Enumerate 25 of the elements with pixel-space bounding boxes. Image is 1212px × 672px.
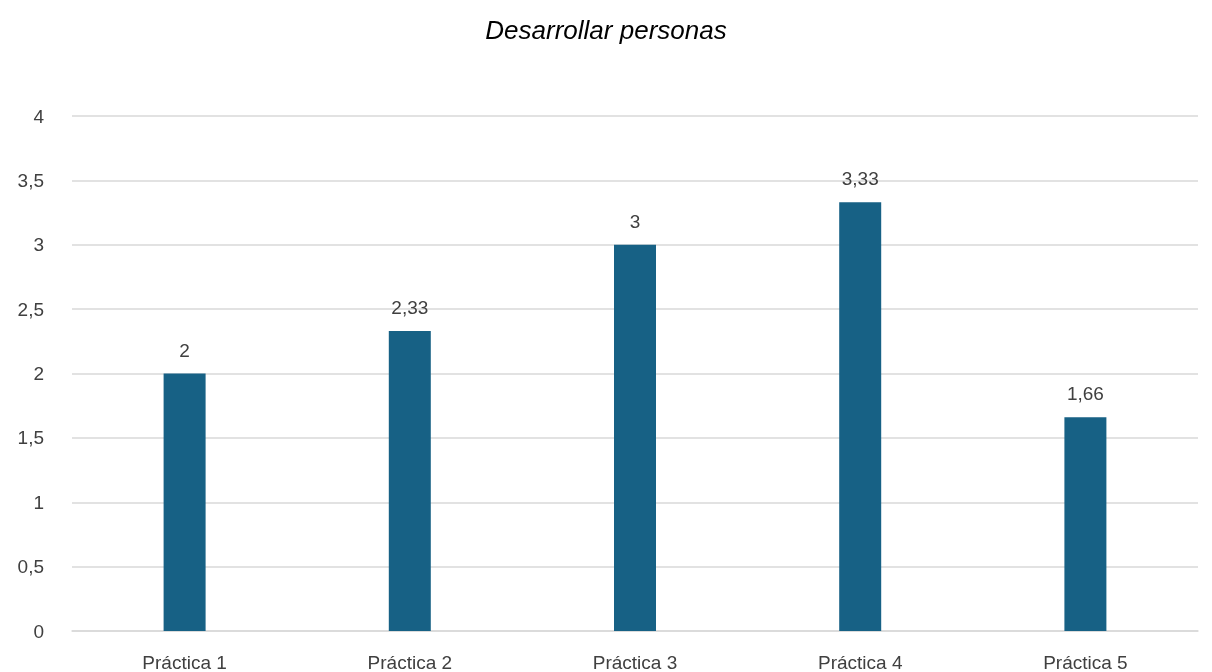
y-tick-label: 1,5: [17, 427, 44, 449]
x-tick-label: Práctica 5: [1043, 652, 1128, 672]
chart-title: Desarrollar personas: [485, 15, 727, 45]
y-tick-label: 1: [33, 491, 44, 513]
data-label: 2: [179, 339, 190, 361]
bar: [163, 373, 206, 631]
data-label: 3: [629, 210, 641, 232]
data-label: 3,33: [841, 168, 879, 190]
y-tick-label: 0,5: [17, 556, 44, 578]
y-tick-label: 2: [33, 363, 44, 384]
x-tick-label: Práctica 4: [817, 652, 903, 672]
bar: [614, 244, 656, 631]
data-label: 2,33: [391, 297, 429, 319]
y-tick-label: 3,5: [17, 169, 44, 191]
data-label: 1,66: [1066, 383, 1104, 405]
x-tick-label: Práctica 2: [367, 652, 453, 672]
x-tick-label: Práctica 3: [592, 652, 678, 672]
bar: [839, 202, 882, 631]
bar: [388, 331, 431, 631]
y-tick-label: 4: [33, 105, 45, 127]
y-tick-label: 3: [33, 234, 44, 256]
x-tick-label: Práctica 1: [142, 652, 227, 672]
y-tick-label: 2,5: [17, 298, 44, 320]
bar: [1064, 417, 1107, 631]
y-tick-label: 0: [33, 620, 44, 642]
